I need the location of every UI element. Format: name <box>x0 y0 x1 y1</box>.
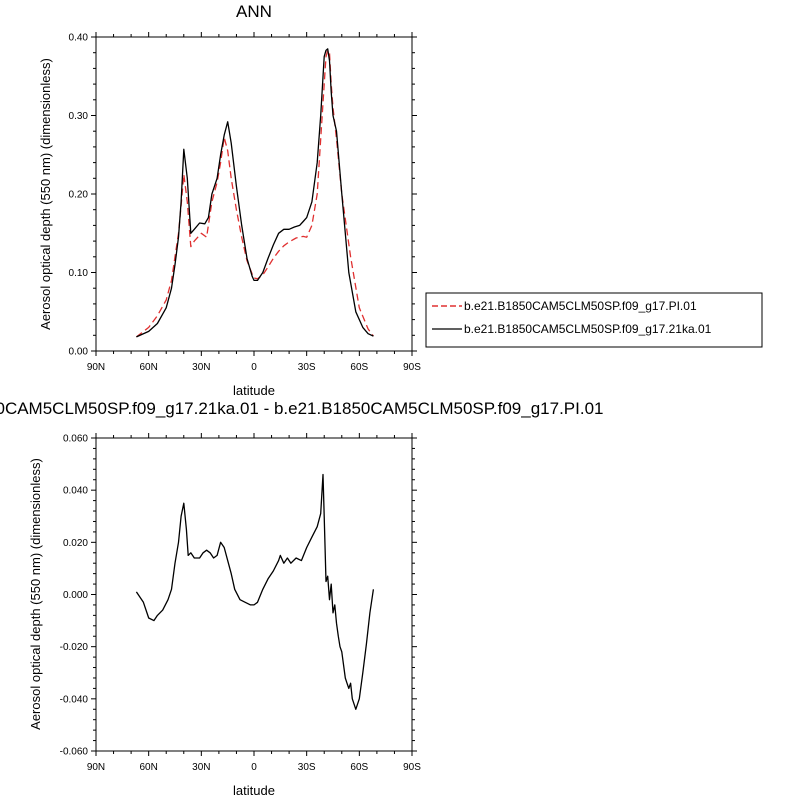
top-y-tick-label: 0.40 <box>69 33 89 44</box>
bottom-y-tick-label: -0.060 <box>60 747 89 758</box>
top-y-axis-label: Aerosol optical depth (550 nm) (dimensio… <box>38 58 53 330</box>
bottom-x-tick-label: 0 <box>251 762 257 773</box>
top-x-tick-label: 90N <box>87 362 105 373</box>
top-x-tick-label: 0 <box>251 362 257 373</box>
top-x-tick-label: 30N <box>192 362 210 373</box>
top-plot-area: 90N 60N 30N 0 30S 60S 90S 0.00 0.10 0.20 0.30 0.40 <box>69 32 421 373</box>
top-chart-title: ANN <box>236 2 272 21</box>
bottom-panel: b.e21.B1850CAM5CLM50SP.f09_g17.21ka.01 -… <box>0 399 603 798</box>
legend-label-pi: b.e21.B1850CAM5CLM50SP.f09_g17.PI.01 <box>464 299 697 313</box>
bottom-x-tick-label: 30S <box>298 762 316 773</box>
bottom-x-tick-label: 60N <box>139 762 157 773</box>
top-series-line-0 <box>136 49 374 338</box>
top-x-tick-label: 30S <box>298 362 316 373</box>
bottom-y-tick-label: -0.040 <box>60 694 89 705</box>
bottom-y-axis-label: Aerosol optical depth (550 nm) (dimensio… <box>28 458 43 730</box>
bottom-chart-title: b.e21.B1850CAM5CLM50SP.f09_g17.21ka.01 -… <box>0 399 603 418</box>
legend-box <box>425 292 763 348</box>
bottom-series-line-0 <box>135 473 375 710</box>
bottom-x-tick-label: 60S <box>350 762 368 773</box>
top-x-tick-label: 90S <box>403 362 421 373</box>
top-x-tick-label: 60S <box>350 362 368 373</box>
bottom-x-tick-label: 90S <box>403 762 421 773</box>
bottom-y-tick-label: 0.060 <box>63 434 88 445</box>
bottom-x-tick-label: 30N <box>192 762 210 773</box>
bottom-y-tick-label: 0.040 <box>63 486 88 497</box>
top-x-axis-label: latitude <box>233 383 275 398</box>
top-y-tick-label: 0.30 <box>69 111 89 122</box>
bottom-x-axis-label: latitude <box>233 783 275 798</box>
top-series-line-1 <box>136 48 374 338</box>
top-panel: ANN 90N 60N 30N 0 30S 60S 90S 0.00 0.10 0.20 0.30 0… <box>38 2 763 398</box>
bottom-y-tick-label: 0.000 <box>63 590 88 601</box>
bottom-plot-area: 90N 60N 30N 0 30S 60S 90S -0.060 -0.040 -0.020 0.0… <box>60 433 421 773</box>
bottom-y-tick-label: 0.020 <box>63 538 88 549</box>
top-legend: b.e21.B1850CAM5CLM50SP.f09_g17.PI.01 b.e… <box>425 292 763 348</box>
top-y-tick-label: 0.20 <box>69 190 89 201</box>
bottom-y-tick-label: -0.020 <box>60 642 89 653</box>
top-y-tick-label: 0.10 <box>69 268 89 279</box>
top-x-tick-label: 60N <box>139 362 157 373</box>
top-y-tick-label: 0.00 <box>69 347 89 358</box>
top-plot-frame <box>95 36 413 352</box>
legend-label-21ka: b.e21.B1850CAM5CLM50SP.f09_g17.21ka.01 <box>464 322 712 336</box>
bottom-x-tick-label: 90N <box>87 762 105 773</box>
bottom-plot-frame <box>95 437 413 752</box>
